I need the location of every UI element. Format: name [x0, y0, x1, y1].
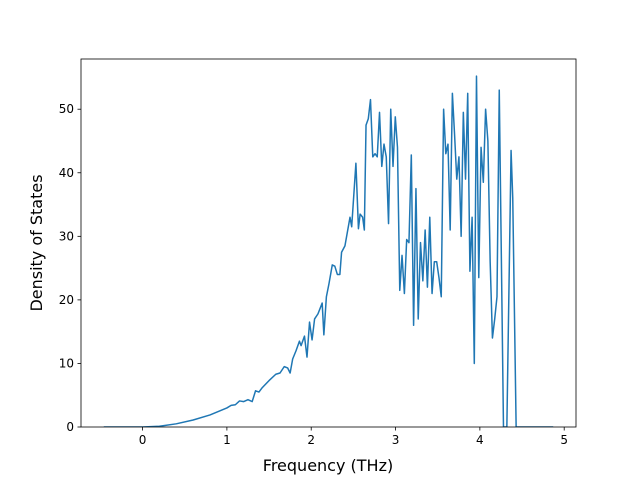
x-tick-label: 3 — [392, 433, 400, 447]
x-tick-label: 5 — [560, 433, 568, 447]
axes-frame — [80, 58, 577, 428]
y-axis-label: Density of States — [27, 174, 46, 311]
x-tick-label: 1 — [223, 433, 231, 447]
y-tick-label: 0 — [66, 420, 74, 434]
y-tick-label: 30 — [59, 229, 74, 243]
y-tick-label: 10 — [59, 356, 74, 370]
y-tick-label: 40 — [59, 166, 74, 180]
x-tick-label: 4 — [476, 433, 484, 447]
line-series — [103, 75, 554, 427]
x-tick-label: 0 — [139, 433, 147, 447]
y-tick-label: 50 — [59, 102, 74, 116]
x-axis-label: Frequency (THz) — [263, 456, 393, 475]
plot-area — [103, 75, 554, 427]
y-tick-label: 20 — [59, 293, 74, 307]
x-tick-label: 2 — [307, 433, 315, 447]
